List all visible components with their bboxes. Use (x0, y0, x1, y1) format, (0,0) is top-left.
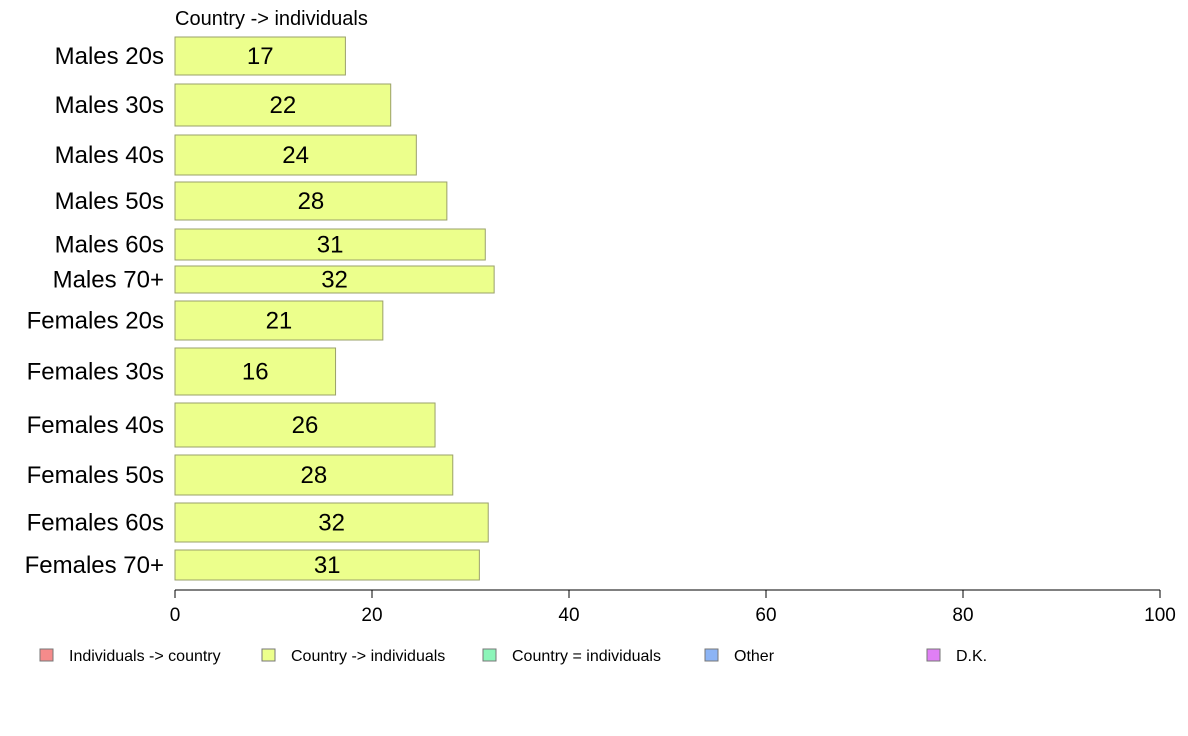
bar (174, 228, 486, 261)
category-label: Males 40s (55, 142, 164, 169)
bar (174, 36, 346, 76)
x-tick-label: 0 (170, 605, 181, 626)
value-label: 24 (282, 142, 309, 169)
bar (174, 300, 384, 341)
bars (174, 36, 495, 581)
value-label: 28 (298, 188, 325, 215)
chart-title: Country -> individuals (175, 8, 368, 30)
category-label: Females 30s (27, 359, 164, 386)
legend-swatch (39, 648, 54, 662)
legend-label: D.K. (956, 648, 987, 665)
value-label: 31 (314, 552, 341, 579)
legend-swatch (704, 648, 719, 662)
category-label: Females 70+ (25, 552, 164, 579)
bar (174, 454, 454, 496)
x-axis: 0 20 40 60 80 100 (170, 589, 1176, 626)
category-label: Females 60s (27, 510, 164, 537)
legend-label: Individuals -> country (69, 648, 221, 665)
x-tick-label: 80 (952, 605, 973, 626)
legend-swatch (261, 648, 276, 662)
bar (174, 402, 436, 448)
bar (174, 502, 489, 543)
value-label: 21 (266, 308, 293, 335)
legend-swatch (482, 648, 497, 662)
value-label: 28 (301, 462, 328, 489)
legend-label: Other (734, 648, 775, 665)
legend: Individuals -> country Country -> individ… (39, 648, 987, 665)
bar (174, 549, 480, 581)
value-label: 17 (247, 43, 274, 70)
x-tick-label: 60 (755, 605, 776, 626)
category-label: Females 40s (27, 412, 164, 439)
x-tick-label: 40 (558, 605, 579, 626)
value-label: 31 (317, 232, 344, 259)
value-label: 22 (270, 92, 297, 119)
bar (174, 265, 495, 294)
legend-label: Country = individuals (512, 648, 661, 665)
value-label: 26 (292, 412, 319, 439)
x-tick-label: 100 (1144, 605, 1176, 626)
category-label: Males 30s (55, 92, 164, 119)
value-labels: 17 22 24 28 31 32 21 16 26 28 32 31 (242, 43, 348, 579)
category-label: Males 20s (55, 43, 164, 70)
value-label: 16 (242, 359, 269, 386)
value-label: 32 (318, 510, 345, 537)
bar (174, 181, 448, 221)
value-label: 32 (321, 267, 348, 294)
category-label: Males 50s (55, 188, 164, 215)
legend-swatch (926, 648, 941, 662)
category-label: Males 70+ (53, 267, 164, 294)
bar (174, 83, 392, 127)
category-label: Females 20s (27, 308, 164, 335)
category-labels: Males 20s Males 30s Males 40s Males 50s Male… (25, 43, 164, 579)
x-tick-label: 20 (361, 605, 382, 626)
category-label: Females 50s (27, 462, 164, 489)
bar (174, 134, 417, 176)
legend-label: Country -> individuals (291, 648, 445, 665)
category-label: Males 60s (55, 232, 164, 259)
bar (174, 347, 337, 396)
